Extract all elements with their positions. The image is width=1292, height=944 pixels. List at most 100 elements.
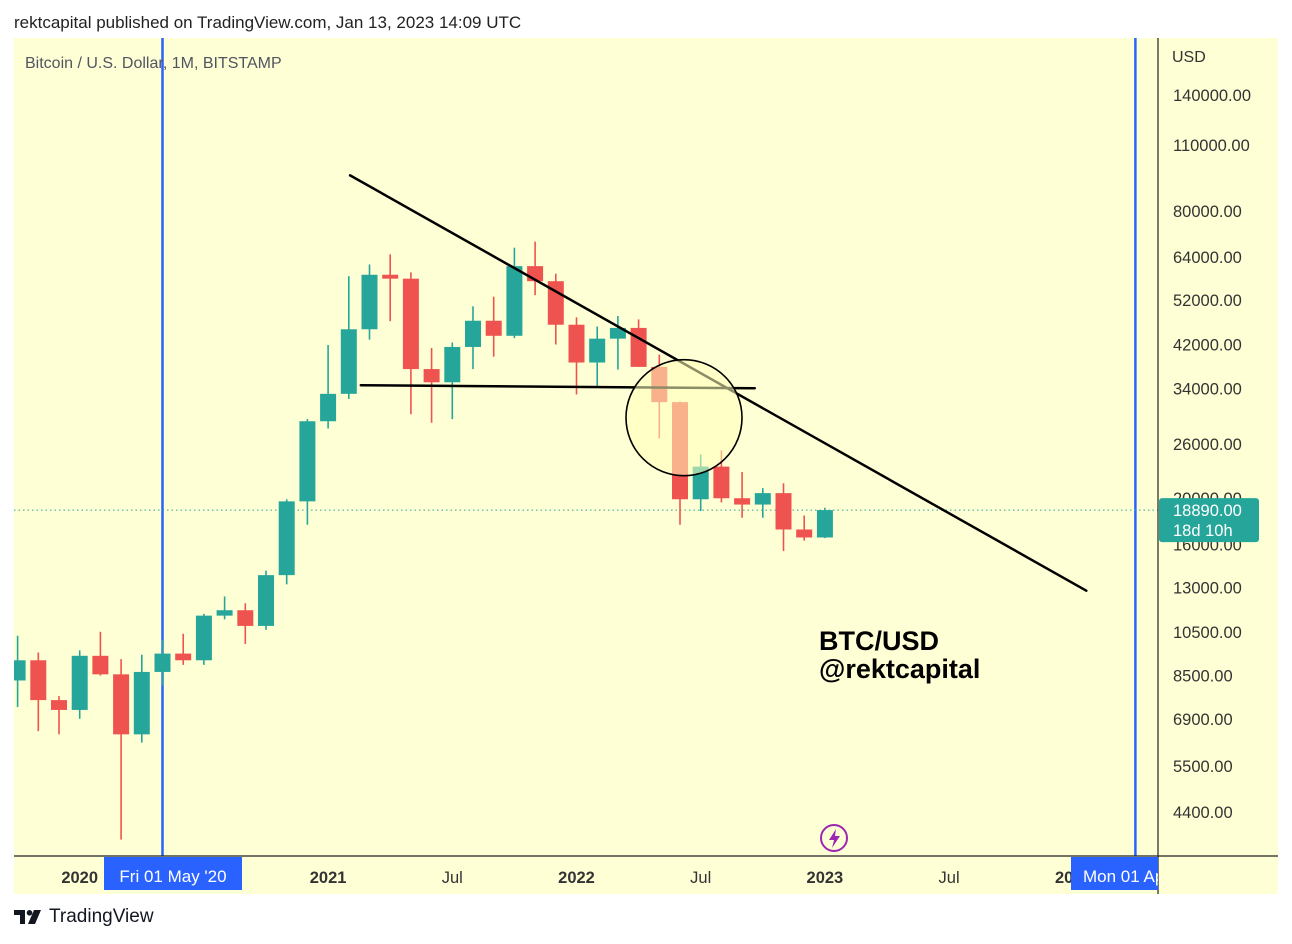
candle-body (589, 338, 606, 363)
x-tick-label: Jul (442, 869, 463, 887)
candle-body (423, 369, 440, 383)
candle-2020-11[interactable] (278, 499, 295, 585)
candle-2021-07[interactable] (444, 342, 461, 420)
candle-body (278, 501, 295, 576)
candle-body (237, 610, 254, 626)
y-tick-label: 4400.00 (1173, 804, 1233, 822)
candle-2021-05[interactable] (402, 272, 419, 415)
published-header: rektcapital published on TradingView.com… (14, 13, 522, 32)
y-tick-label: 8500.00 (1173, 668, 1233, 686)
candle-2021-01[interactable] (320, 344, 337, 429)
candle-2019-10[interactable] (10, 635, 26, 708)
plot-area[interactable] (10, 38, 1158, 856)
y-tick-label: 6900.00 (1173, 711, 1233, 729)
candle-2022-09[interactable] (734, 471, 751, 518)
candle-2022-11[interactable] (775, 483, 792, 552)
candle-body (444, 346, 461, 383)
candle-2020-07[interactable] (195, 613, 212, 665)
current-price-badge (1159, 498, 1259, 543)
y-tick-label: 42000.00 (1173, 336, 1242, 354)
y-tick-label: 26000.00 (1173, 436, 1242, 454)
candle-2021-04[interactable] (382, 254, 399, 322)
y-tick-label: 64000.00 (1173, 249, 1242, 267)
marker-right-badge: Mon 01 Apr '24 (1071, 857, 1158, 890)
candle-body (258, 575, 274, 626)
candle-body (754, 493, 771, 505)
candle-2021-09[interactable] (485, 296, 502, 357)
candle-2020-03[interactable] (113, 659, 130, 840)
tradingview-brand-text: TradingView (49, 906, 154, 927)
y-tick-label: 80000.00 (1173, 203, 1242, 221)
candle-2021-03[interactable] (361, 264, 378, 340)
candle-2021-12[interactable] (547, 273, 564, 345)
candle-2022-03[interactable] (609, 315, 626, 370)
candle-2020-09[interactable] (237, 603, 254, 644)
candle-2020-12[interactable] (299, 419, 316, 525)
y-tick-label: 5500.00 (1173, 758, 1233, 776)
candle-body (92, 655, 109, 675)
candle-2022-04[interactable] (630, 319, 647, 367)
candle-2019-11[interactable] (30, 652, 47, 732)
symbol-title: Bitcoin / U.S. Dollar, 1M, BITSTAMP (25, 55, 282, 72)
candle-body (175, 653, 192, 661)
highlight-circle (625, 358, 743, 477)
candle-2022-02[interactable] (589, 326, 606, 387)
y-tick-label: 13000.00 (1173, 580, 1242, 598)
candle-body (485, 320, 502, 336)
candle-body (402, 278, 419, 370)
marker-may-2020-label: Fri 01 May '20 (119, 867, 226, 886)
annotation: BTC/USD @rektcapital (819, 626, 980, 684)
marker-right-badge-bg (1071, 857, 1158, 890)
y-tick-label: 52000.00 (1173, 292, 1242, 310)
candle-2020-08[interactable] (216, 596, 233, 620)
candle-2022-10[interactable] (754, 488, 771, 518)
candle-body (547, 281, 564, 325)
current-price-label: 18890.00 (1173, 502, 1242, 520)
axis-badges: Fri 01 May '20 Mon 01 Apr '24 18890.00 18d … (104, 498, 1259, 890)
candle-body (71, 655, 88, 710)
candle-body (154, 653, 171, 672)
tradingview-logo[interactable]: TradingView (14, 906, 154, 928)
x-tick-label: 2022 (558, 869, 595, 887)
candle-body (51, 700, 67, 710)
drawings (348, 174, 1088, 592)
candle-2020-05[interactable] (154, 639, 171, 686)
x-tick-label: 2021 (310, 869, 347, 887)
candle-2020-01[interactable] (71, 650, 88, 719)
candle-body (734, 498, 751, 505)
candle-body (816, 510, 833, 538)
candle-2019-12[interactable] (51, 696, 67, 735)
x-tick-label: 2023 (807, 869, 844, 887)
chart-background (14, 38, 1278, 894)
y-tick-label: 140000.00 (1173, 87, 1251, 105)
currency-label: USD (1172, 49, 1206, 66)
candle-body (133, 671, 150, 735)
x-tick-label: Jul (939, 869, 960, 887)
x-tick-label: 2020 (61, 869, 98, 887)
candle-2021-08[interactable] (465, 306, 481, 370)
candle-body (361, 274, 378, 330)
candle-body (340, 329, 357, 394)
candle-2022-12[interactable] (796, 515, 813, 541)
candle-2020-04[interactable] (133, 654, 150, 743)
candle-2021-02[interactable] (340, 276, 357, 399)
lightning-icon[interactable] (820, 824, 848, 852)
candle-2020-02[interactable] (92, 631, 109, 676)
candle-body (299, 421, 316, 502)
candle-body (320, 393, 337, 422)
candle-body (775, 493, 792, 530)
vertical-markers (161, 38, 1137, 856)
candle-2022-01[interactable] (568, 317, 585, 395)
candle-2023-01[interactable] (816, 507, 833, 539)
candle-body (382, 274, 399, 279)
candle-body (14, 660, 26, 681)
candle-2021-10[interactable] (506, 247, 523, 339)
candle-2020-10[interactable] (258, 570, 274, 630)
annotation-line2: @rektcapital (819, 654, 980, 684)
candle-body (713, 466, 730, 499)
candle-body (609, 327, 626, 339)
candle-2020-06[interactable] (175, 633, 192, 665)
countdown-label: 18d 10h (1173, 522, 1233, 540)
y-tick-label: 34000.00 (1173, 380, 1242, 398)
